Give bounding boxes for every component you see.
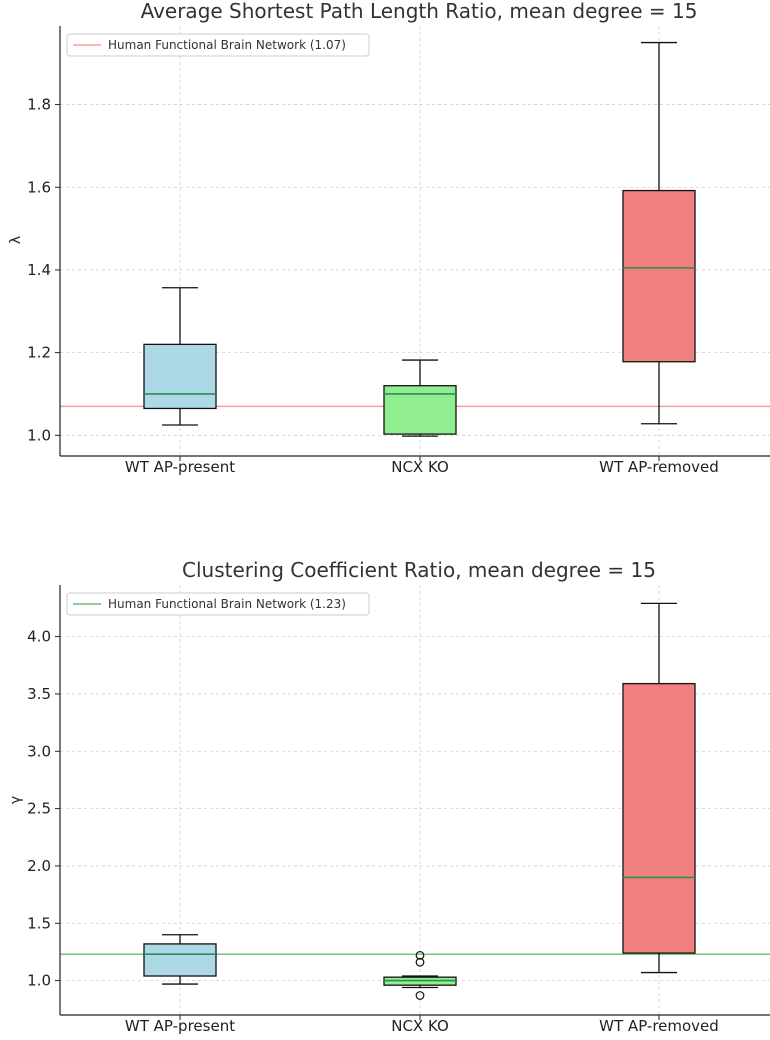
y-axis-label: λ: [8, 236, 24, 244]
legend: Human Functional Brain Network (1.07): [66, 33, 370, 57]
chart-panel-clustering: Clustering Coefficient Ratio, mean degre…: [8, 558, 770, 1035]
outlier-point: [415, 991, 425, 1000]
legend: Human Functional Brain Network (1.23): [66, 592, 370, 616]
legend-label: Human Functional Brain Network (1.07): [108, 38, 346, 52]
boxes: [143, 602, 696, 1000]
chart-title: Average Shortest Path Length Ratio, mean…: [141, 0, 698, 23]
x-tick-label: WT AP-removed: [599, 458, 719, 476]
x-tick-label: WT AP-present: [125, 1017, 235, 1035]
box-body: [143, 343, 217, 410]
y-tick-label: 2.0: [27, 857, 51, 875]
box-1: [383, 950, 457, 1000]
box-2: [622, 41, 696, 425]
ticks: 1.0 1.5 2.0 2.5 3.0 3.5 4.0 WT AP-present NCX KO…: [27, 585, 770, 1035]
grid: [60, 26, 770, 456]
x-tick-label: WT AP-present: [125, 458, 235, 476]
box-body: [622, 189, 696, 363]
box-body: [622, 682, 696, 954]
box-0: [143, 934, 217, 985]
y-tick-label: 1.0: [27, 426, 51, 444]
ticks: 1.0 1.2 1.4 1.6 1.8 WT AP-present NCX KO WT AP-…: [27, 26, 770, 476]
y-tick-label: 1.5: [27, 914, 51, 932]
outlier-point: [415, 950, 425, 960]
box-2: [622, 602, 696, 974]
y-tick-label: 1.4: [27, 261, 51, 279]
legend-label: Human Functional Brain Network (1.23): [108, 597, 346, 611]
y-tick-label: 1.8: [27, 96, 51, 114]
x-tick-label: NCX KO: [391, 1017, 449, 1035]
outlier-point: [415, 957, 425, 967]
y-axis-label: γ: [8, 796, 24, 804]
chart-panel-shortest-path: Average Shortest Path Length Ratio, mean…: [8, 0, 770, 476]
y-tick-label: 1.6: [27, 178, 51, 196]
y-tick-label: 1.2: [27, 344, 51, 362]
box-0: [143, 287, 217, 426]
y-tick-label: 1.0: [27, 972, 51, 990]
y-tick-label: 4.0: [27, 628, 51, 646]
legend-box: [66, 33, 370, 57]
legend-box: [66, 592, 370, 616]
y-tick-label: 3.5: [27, 685, 51, 703]
x-tick-label: WT AP-removed: [599, 1017, 719, 1035]
x-tick-label: NCX KO: [391, 458, 449, 476]
boxes: [143, 41, 696, 437]
chart-title: Clustering Coefficient Ratio, mean degre…: [182, 558, 656, 582]
y-tick-label: 3.0: [27, 742, 51, 760]
box-body: [143, 943, 217, 977]
box-body: [383, 385, 457, 435]
box-1: [383, 359, 457, 437]
y-tick-label: 2.5: [27, 800, 51, 818]
